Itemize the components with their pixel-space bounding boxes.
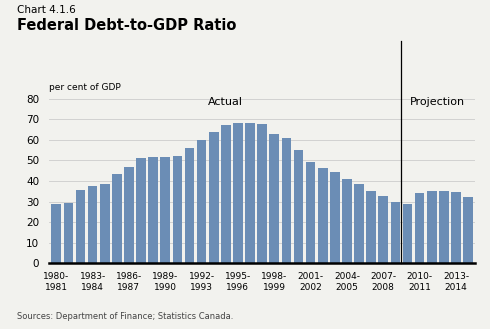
Bar xyxy=(51,204,61,263)
Bar xyxy=(270,134,279,263)
Bar xyxy=(257,124,267,263)
Bar xyxy=(88,186,98,263)
Bar xyxy=(136,158,146,263)
Text: per cent of GDP: per cent of GDP xyxy=(49,83,121,92)
Bar xyxy=(148,157,158,263)
Bar xyxy=(124,166,134,263)
Bar xyxy=(318,167,327,263)
Bar xyxy=(391,201,400,263)
Bar xyxy=(354,184,364,263)
Bar xyxy=(451,192,461,263)
Bar xyxy=(75,190,85,263)
Bar xyxy=(439,191,449,263)
Bar xyxy=(100,184,110,263)
Bar xyxy=(172,156,182,263)
Bar xyxy=(330,172,340,263)
Bar xyxy=(160,157,170,263)
Bar xyxy=(197,140,206,263)
Bar xyxy=(378,196,388,263)
Bar xyxy=(294,150,303,263)
Bar xyxy=(209,132,219,263)
Bar xyxy=(221,125,231,263)
Bar xyxy=(403,204,412,263)
Text: Actual: Actual xyxy=(208,97,244,107)
Text: Projection: Projection xyxy=(410,97,466,107)
Bar xyxy=(427,191,437,263)
Bar xyxy=(367,191,376,263)
Bar xyxy=(185,148,195,263)
Text: Sources: Department of Finance; Statistics Canada.: Sources: Department of Finance; Statisti… xyxy=(17,312,234,321)
Bar xyxy=(112,174,122,263)
Bar xyxy=(342,179,352,263)
Bar xyxy=(415,193,424,263)
Bar xyxy=(463,197,473,263)
Bar xyxy=(306,163,316,263)
Bar xyxy=(233,123,243,263)
Bar xyxy=(282,138,291,263)
Bar xyxy=(64,203,73,263)
Text: Federal Debt-to-GDP Ratio: Federal Debt-to-GDP Ratio xyxy=(17,18,237,33)
Text: Chart 4.1.6: Chart 4.1.6 xyxy=(17,5,76,15)
Bar xyxy=(245,123,255,263)
